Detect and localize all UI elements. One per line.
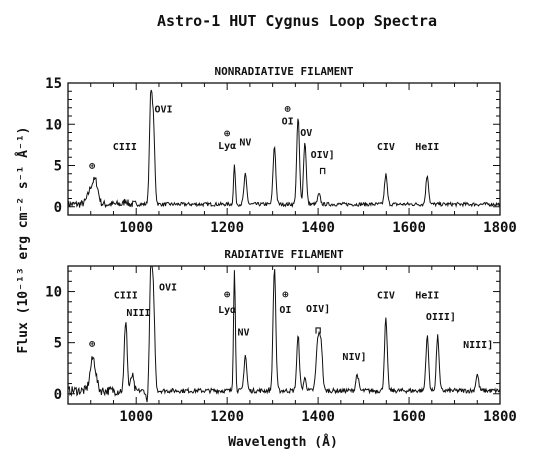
nonradiative-panel: NONRADIATIVE FILAMENT 1000 1200 1400 1600 180… xyxy=(45,65,517,236)
line-annotation: NIII xyxy=(126,308,150,319)
y-axis-label: Flux (10⁻¹³ erg cm⁻² s⁻¹ Å⁻¹) xyxy=(15,127,31,354)
line-annotation: OVI xyxy=(154,105,172,116)
line-annotation: CIV xyxy=(377,291,395,302)
line-annotation: HeII xyxy=(415,142,439,153)
y-tick-label: 5 xyxy=(54,336,62,352)
spectrum-line xyxy=(68,89,500,209)
x-tick-label: 1800 xyxy=(483,409,517,425)
line-annotation: NV xyxy=(238,328,250,339)
line-annotation: ⊕ xyxy=(224,129,230,140)
y-tick-label: 10 xyxy=(45,285,62,301)
line-annotation: ⊓ xyxy=(315,325,321,336)
x-tick-label: 1400 xyxy=(301,220,335,236)
y-tick-label: 5 xyxy=(54,159,62,175)
x-tick-label: 1600 xyxy=(392,220,426,236)
x-axis-label: Wavelength (Å) xyxy=(228,434,338,450)
line-annotation: ⊓ xyxy=(320,166,326,177)
line-annotation: ⊕ xyxy=(89,339,95,350)
y-tick-label: 0 xyxy=(54,200,62,216)
line-annotation: OVI xyxy=(159,283,177,294)
line-annotation: NV xyxy=(239,138,251,149)
x-tick-label: 1200 xyxy=(210,220,244,236)
line-annotation: OIV] xyxy=(311,150,335,161)
line-annotation: Lyα xyxy=(218,141,236,152)
y-tick-label: 15 xyxy=(45,76,62,92)
panel-title: NONRADIATIVE FILAMENT xyxy=(214,65,353,78)
line-annotation: OIII] xyxy=(426,312,456,323)
y-tick-label: 0 xyxy=(54,387,62,403)
line-annotation: ⊕ xyxy=(224,290,230,301)
x-tick-label: 1800 xyxy=(483,220,517,236)
line-annotation: Lyα xyxy=(218,305,236,316)
line-annotation: ⊕ xyxy=(285,104,291,115)
x-tick-label: 1400 xyxy=(301,409,335,425)
line-annotation: NIV] xyxy=(342,352,366,363)
line-annotation: ⊕ xyxy=(89,161,95,172)
radiative-panel: RADIATIVE FILAMENT 1000 1200 1400 1600 1800 0 5… xyxy=(45,248,517,425)
plot-frame xyxy=(67,265,501,405)
y-tick-label: 10 xyxy=(45,117,62,133)
x-tick-label: 1200 xyxy=(210,409,244,425)
x-tick-label: 1000 xyxy=(119,409,153,425)
line-annotation: OV xyxy=(300,128,312,139)
figure-title: Astro-1 HUT Cygnus Loop Spectra xyxy=(157,12,437,30)
line-annotation: OIV] xyxy=(306,304,330,315)
x-tick-label: 1600 xyxy=(392,409,426,425)
line-annotation: HeII xyxy=(415,291,439,302)
spectrum-line xyxy=(68,266,500,403)
line-annotation: CIV xyxy=(377,142,395,153)
line-annotation: NIII] xyxy=(463,340,493,351)
line-annotation: OI xyxy=(282,116,294,127)
x-tick-label: 1000 xyxy=(119,220,153,236)
line-annotation: CIII xyxy=(114,291,138,302)
line-annotation: CIII xyxy=(113,142,137,153)
line-annotation: ⊕ xyxy=(282,290,288,301)
panel-title: RADIATIVE FILAMENT xyxy=(224,248,344,261)
line-annotation: OI xyxy=(279,305,291,316)
